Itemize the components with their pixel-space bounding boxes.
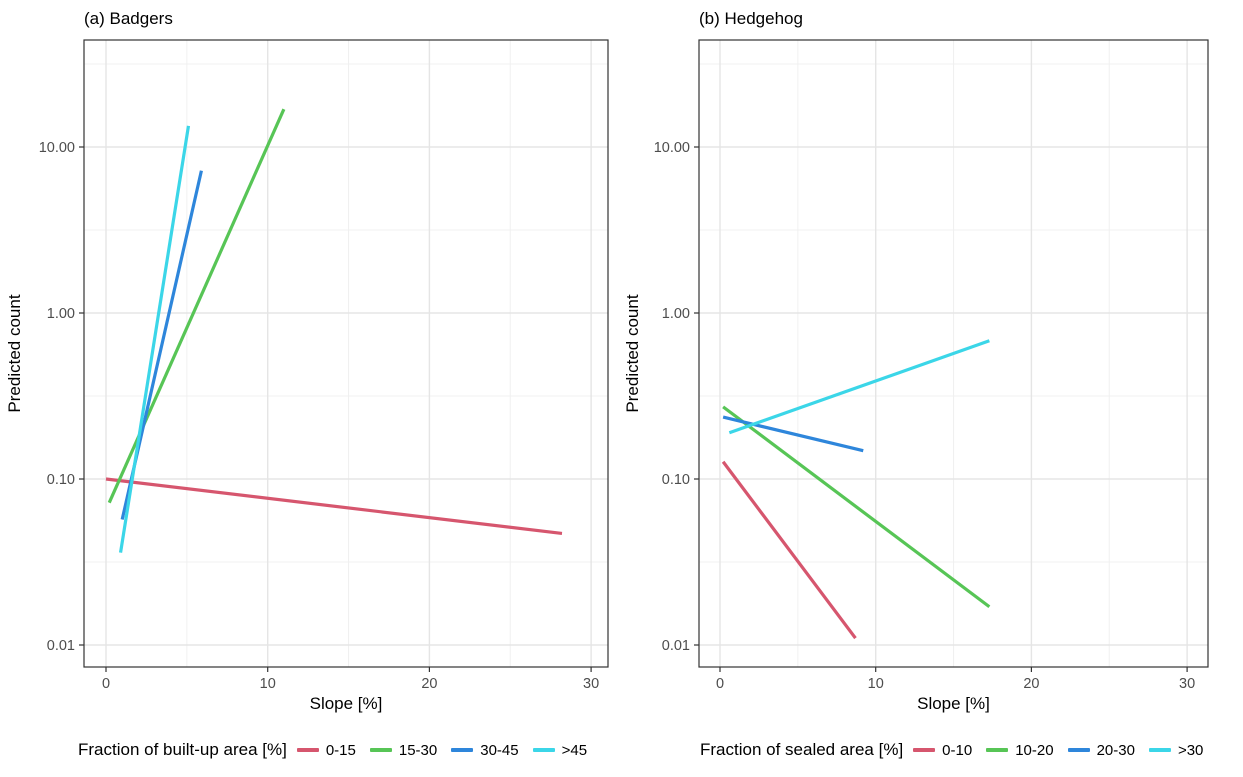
series-line->45 <box>118 125 191 553</box>
legend-item-label: 20-30 <box>1096 741 1135 759</box>
legend-hedgehog: Fraction of sealed area [%] 0-10 10-20 20-… <box>700 740 1217 760</box>
legend-item-label: >30 <box>1177 741 1204 759</box>
legend-item-10-20: 10-20 <box>986 741 1054 759</box>
series-line-0-10 <box>721 460 857 640</box>
series-line-20-30 <box>722 415 864 453</box>
legend-key-line <box>296 748 319 752</box>
legend-title-sealed-area: Fraction of sealed area [%] <box>700 740 904 759</box>
series-line-0-15 <box>105 477 563 536</box>
legend-item-20-30: 20-30 <box>1067 741 1135 759</box>
legend-key-line <box>913 748 936 752</box>
x-tick-label: 30 <box>583 676 599 692</box>
legend-key-line <box>532 748 555 752</box>
legend-item-0-15: 0-15 <box>296 741 356 759</box>
x-tick-label: 10 <box>868 676 884 692</box>
y-tick-label: 0.10 <box>47 472 75 488</box>
legend-item->45: >45 <box>532 741 588 759</box>
series-line->30 <box>728 339 990 435</box>
y-tick-label: 0.10 <box>662 472 690 488</box>
y-axis-title: Predicted count <box>5 294 24 412</box>
panel-title: (a) Badgers <box>84 9 173 28</box>
legend-key-line <box>1067 748 1090 752</box>
series-line-15-30 <box>107 108 286 504</box>
legend-item-15-30: 15-30 <box>369 741 438 759</box>
chart-panel-badgers: 0 10 20 30 0.01 0.10 1.00 10.00 (a) Badgers Slope… <box>5 9 609 713</box>
legend-key-line <box>369 748 392 752</box>
legend-item->30: >30 <box>1148 741 1204 759</box>
x-axis-title: Slope [%] <box>310 694 383 713</box>
y-tick-label: 0.01 <box>47 638 75 654</box>
y-tick-label: 10.00 <box>39 140 75 156</box>
y-tick-label: 10.00 <box>654 140 690 156</box>
x-tick-label: 0 <box>716 676 724 692</box>
y-tick-label: 0.01 <box>662 638 690 654</box>
x-tick-label: 20 <box>421 676 437 692</box>
legend-item-label: 30-45 <box>480 741 519 759</box>
legend-badgers: Fraction of built-up area [%] 0-15 15-30 3… <box>78 740 601 760</box>
y-tick-label: 1.00 <box>47 306 75 322</box>
legend-key-line <box>986 748 1009 752</box>
panel-title: (b) Hedgehog <box>699 9 803 28</box>
legend-key-line <box>451 748 474 752</box>
legend-item-label: 0-15 <box>325 741 356 759</box>
panel-border <box>83 39 609 668</box>
legend-item-label: 10-20 <box>1015 741 1054 759</box>
y-tick-label: 1.00 <box>662 306 690 322</box>
legend-item-label: >45 <box>561 741 588 759</box>
y-axis-title: Predicted count <box>623 294 642 412</box>
legend-key-line <box>1148 748 1171 752</box>
panel-border <box>698 39 1209 668</box>
x-tick-label: 10 <box>260 676 276 692</box>
legend-title-built-up-area: Fraction of built-up area [%] <box>78 740 287 759</box>
x-tick-label: 20 <box>1023 676 1039 692</box>
chart-panel-hedgehog: 0 10 20 30 0.01 0.10 1.00 10.00 (b) Hedgehog Slop… <box>623 9 1209 713</box>
legend-item-label: 15-30 <box>398 741 438 759</box>
legend-item-label: 0-10 <box>942 741 973 759</box>
legend-item-30-45: 30-45 <box>451 741 519 759</box>
series-line-10-20 <box>722 405 991 609</box>
x-tick-label: 30 <box>1179 676 1195 692</box>
x-axis-title: Slope [%] <box>917 694 990 713</box>
legend-item-0-10: 0-10 <box>913 742 972 759</box>
x-tick-label: 0 <box>102 676 110 692</box>
